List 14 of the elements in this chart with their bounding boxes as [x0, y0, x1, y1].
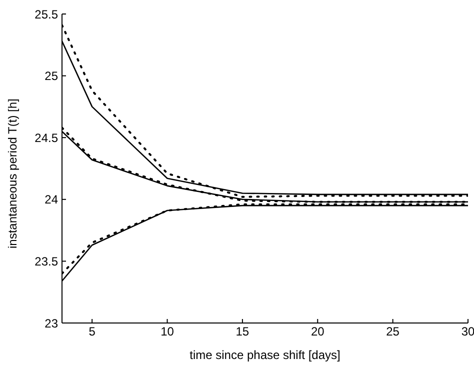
- y-tick-label: 25: [44, 69, 58, 84]
- y-tick-label: 23: [44, 316, 58, 330]
- y-tick-label: 23.5: [34, 254, 58, 268]
- x-axis-title: time since phase shift [days]: [190, 348, 340, 362]
- x-tick-label: 30: [461, 324, 474, 339]
- x-tick-label: 20: [310, 324, 325, 339]
- x-tick-label: 10: [160, 324, 174, 339]
- x-tick-label: 15: [236, 324, 250, 339]
- y-tick-label: 24.5: [34, 130, 58, 145]
- x-tick-label: 5: [88, 324, 96, 339]
- y-tick-label: 25.5: [34, 7, 58, 22]
- y-tick-label: 24: [44, 192, 58, 207]
- y-axis-title: instantaneous period T(t) [h]: [5, 98, 20, 248]
- x-tick-label: 25: [386, 324, 400, 339]
